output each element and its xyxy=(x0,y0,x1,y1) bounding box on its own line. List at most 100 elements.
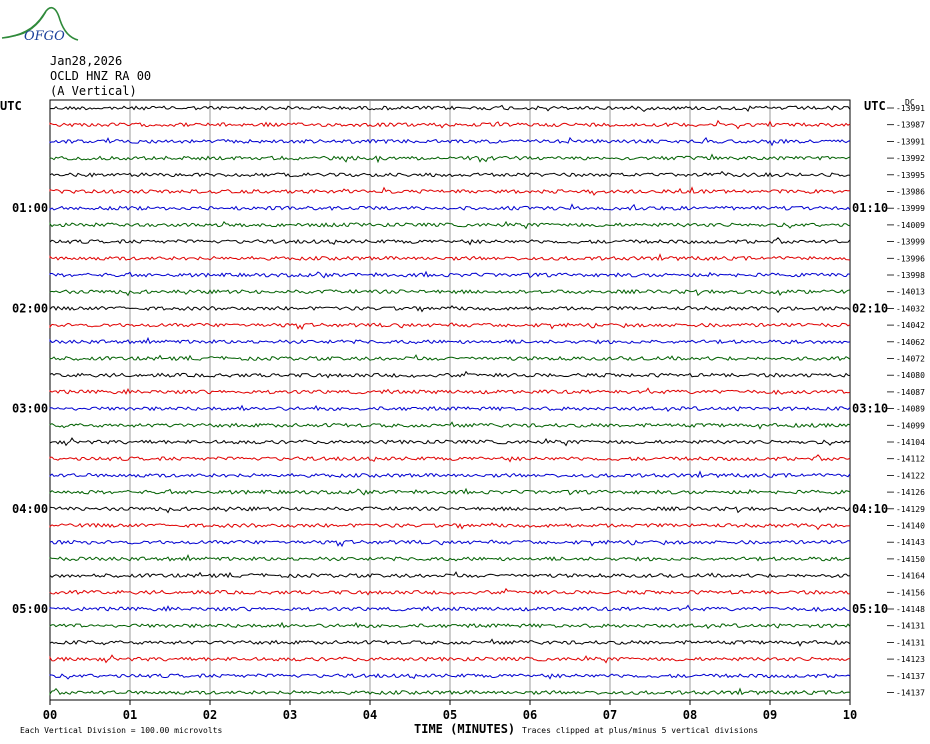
dc-offset-label: -14042 xyxy=(896,321,925,330)
dc-offset-label: -13986 xyxy=(896,188,925,197)
seismic-trace xyxy=(49,571,851,579)
x-tick-label: 03 xyxy=(283,708,297,722)
x-tick-label: 01 xyxy=(123,708,137,722)
right-hour-label: 03:10 xyxy=(852,402,888,416)
dc-offset-label: -14032 xyxy=(896,304,925,313)
dc-offset-label: -14137 xyxy=(896,689,925,698)
dc-offset-label: -14156 xyxy=(896,588,925,597)
dc-offset-label: -14164 xyxy=(896,572,925,581)
seismic-trace xyxy=(49,289,851,297)
station-label: OCLD HNZ RA 00 xyxy=(50,69,152,83)
left-hour-label: 02:00 xyxy=(12,301,48,315)
seismic-trace xyxy=(49,253,851,262)
right-hour-label: 04:10 xyxy=(852,502,888,516)
dc-offset-label: -13987 xyxy=(896,121,925,130)
left-hour-label: 01:00 xyxy=(12,201,48,215)
dc-offset-label: -14126 xyxy=(896,488,925,497)
x-tick-label: 05 xyxy=(443,708,457,722)
seismic-trace xyxy=(49,539,851,548)
dc-offset-label: -13996 xyxy=(896,254,925,263)
seismic-trace xyxy=(49,638,851,647)
seismic-trace xyxy=(49,186,851,196)
dc-offset-label: -13995 xyxy=(896,171,925,180)
dc-offset-label: -14009 xyxy=(896,221,925,230)
dc-offset-label: -14099 xyxy=(896,421,925,430)
seismic-trace xyxy=(49,421,851,430)
seismic-trace xyxy=(49,404,851,413)
dc-offset-label: -14104 xyxy=(896,438,925,447)
dc-offset-label: -14129 xyxy=(896,505,925,514)
seismic-trace xyxy=(49,687,851,696)
right-hour-label: 02:10 xyxy=(852,301,888,315)
x-tick-label: 10 xyxy=(843,708,857,722)
right-utc-label: UTC xyxy=(864,99,886,113)
dc-offset-label: -14080 xyxy=(896,371,925,380)
x-tick-label: 09 xyxy=(763,708,777,722)
seismic-trace xyxy=(49,437,851,447)
dc-offset-label: -14072 xyxy=(896,355,925,364)
x-tick-label: 08 xyxy=(683,708,697,722)
logo-swoosh-inner xyxy=(13,11,47,37)
dc-offset-label: -14089 xyxy=(896,405,925,414)
dc-offset-label: -14013 xyxy=(896,288,925,297)
dc-offset-label: -14112 xyxy=(896,455,925,464)
x-tick-label: 04 xyxy=(363,708,377,722)
seismic-trace xyxy=(49,621,851,630)
dc-offset-label: -14148 xyxy=(896,605,925,614)
x-axis-title: TIME (MINUTES) xyxy=(414,722,515,736)
seismic-trace xyxy=(49,587,851,596)
seismic-trace xyxy=(49,203,851,211)
seismic-trace xyxy=(49,322,851,330)
seismic-trace xyxy=(49,604,851,613)
vertical-division-note: Each Vertical Division = 100.00 microvol… xyxy=(20,726,222,735)
seismic-trace xyxy=(49,522,851,531)
dc-offset-label: -14143 xyxy=(896,538,925,547)
ofgo-logo: OFGO xyxy=(1,7,79,44)
left-hour-label: 04:00 xyxy=(12,502,48,516)
right-hour-label: 01:10 xyxy=(852,201,888,215)
seismic-trace xyxy=(49,305,851,314)
seismic-trace xyxy=(49,454,851,463)
dc-offset-label: -14122 xyxy=(896,471,925,480)
seismic-trace xyxy=(49,370,851,379)
seismic-trace xyxy=(49,487,851,496)
seismic-trace xyxy=(49,270,851,279)
seismic-trace xyxy=(49,387,851,396)
left-utc-label: UTC xyxy=(0,99,22,113)
seismic-trace xyxy=(49,336,851,345)
logo-swoosh xyxy=(1,7,79,41)
dc-offset-label: -14087 xyxy=(896,388,925,397)
seismic-trace xyxy=(49,170,851,178)
x-tick-label: 00 xyxy=(43,708,57,722)
seismic-trace xyxy=(49,654,851,664)
dc-offset-label: -13998 xyxy=(896,271,925,280)
component-label: (A Vertical) xyxy=(50,84,137,98)
dc-offset-label: -14131 xyxy=(896,638,925,647)
dc-offset-label: -14131 xyxy=(896,622,925,631)
right-hour-label: 05:10 xyxy=(852,602,888,616)
dc-offset-label: -13999 xyxy=(896,238,925,247)
dc-offset-label: -14137 xyxy=(896,672,925,681)
x-tick-label: 07 xyxy=(603,708,617,722)
dc-unit-label: DC xyxy=(905,98,915,107)
dc-offset-label: -14140 xyxy=(896,522,925,531)
seismic-trace xyxy=(49,673,851,680)
dc-offset-label: -13992 xyxy=(896,154,925,163)
clipping-note: Traces clipped at plus/minus 5 vertical … xyxy=(522,726,758,735)
seismic-trace xyxy=(49,104,851,113)
seismic-trace xyxy=(49,506,851,514)
dc-offset-label: -14062 xyxy=(896,338,925,347)
x-tick-label: 06 xyxy=(523,708,537,722)
seismic-trace xyxy=(49,237,851,246)
left-hour-label: 05:00 xyxy=(12,602,48,616)
dc-offset-label: -14123 xyxy=(896,655,925,664)
x-tick-label: 02 xyxy=(203,708,217,722)
seismic-trace xyxy=(49,354,851,362)
logo-text: OFGO xyxy=(24,29,65,44)
seismic-trace xyxy=(49,470,851,479)
dc-offset-label: -13999 xyxy=(896,204,925,213)
seismic-trace xyxy=(49,136,851,147)
left-hour-label: 03:00 xyxy=(12,402,48,416)
dc-offset-label: -13991 xyxy=(896,137,925,146)
